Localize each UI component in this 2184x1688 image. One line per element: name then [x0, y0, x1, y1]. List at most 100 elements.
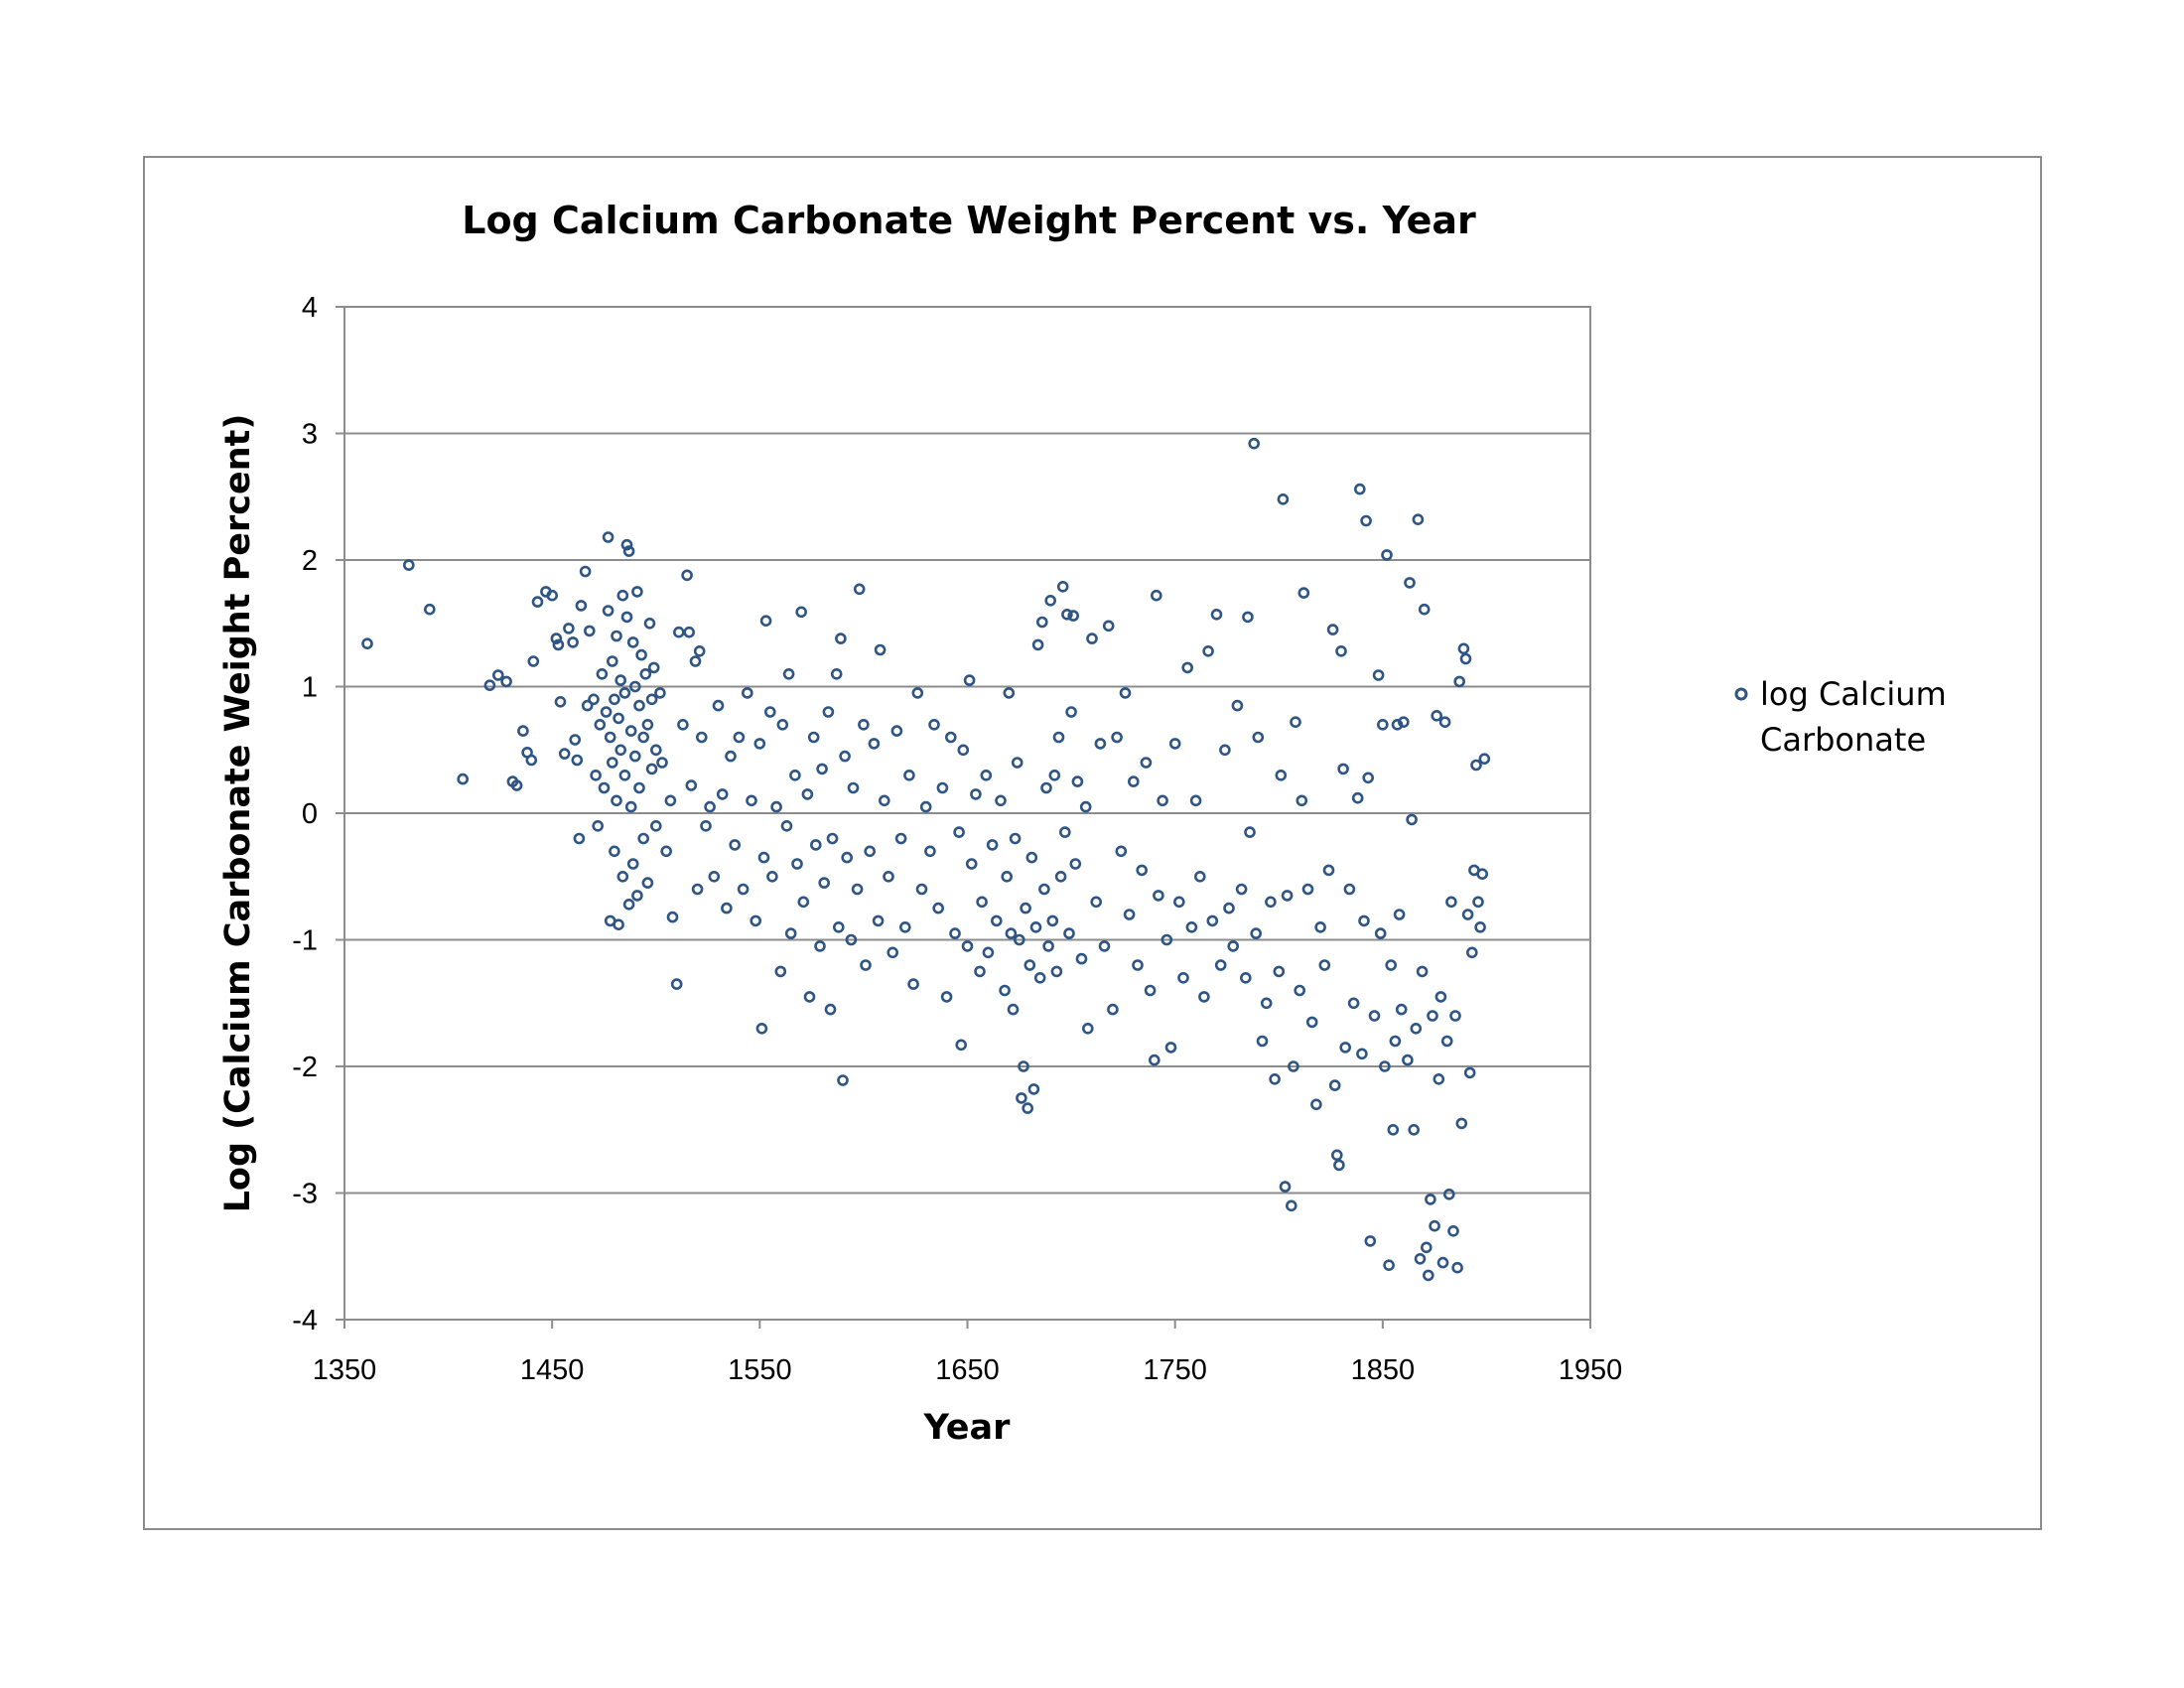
data-point: [1140, 757, 1153, 769]
data-point: [620, 538, 633, 551]
data-point: [883, 870, 894, 883]
data-point: [911, 687, 924, 699]
data-point: [770, 800, 782, 813]
data-point: [1240, 971, 1252, 984]
data-point: [656, 757, 668, 769]
data-point: [1160, 933, 1173, 946]
data-point: [1248, 437, 1260, 450]
data-point: [1472, 896, 1484, 909]
data-point: [641, 877, 654, 889]
y-tick-label: 1: [302, 672, 318, 704]
data-point: [970, 788, 982, 800]
data-point: [957, 744, 970, 757]
data-point: [1020, 902, 1031, 914]
data-point: [1429, 1219, 1440, 1232]
data-point: [1094, 738, 1107, 750]
y-tick-label: 4: [302, 292, 318, 324]
data-point: [1459, 652, 1472, 665]
data-point: [851, 883, 864, 896]
data-point: [919, 800, 932, 813]
data-point: [491, 669, 504, 681]
data-point: [613, 712, 624, 725]
data-point: [569, 734, 582, 746]
data-point: [1281, 890, 1294, 902]
data-point: [616, 589, 629, 602]
data-point: [614, 744, 627, 757]
y-tick-label: 3: [302, 419, 318, 451]
data-point: [795, 606, 808, 619]
data-point: [1476, 868, 1488, 881]
data-point: [664, 794, 677, 807]
y-tick-label: -1: [292, 925, 318, 957]
data-point: [1362, 772, 1374, 784]
data-point: [622, 545, 635, 557]
data-point: [626, 636, 639, 648]
data-point: [510, 779, 523, 791]
data-point: [1022, 1102, 1034, 1114]
data-point: [887, 946, 899, 959]
data-point: [1168, 738, 1181, 750]
data-point: [1391, 718, 1404, 731]
data-point: [729, 839, 742, 851]
data-point: [554, 695, 567, 708]
data-point: [1383, 1259, 1395, 1271]
data-point: [613, 918, 624, 931]
data-point: [525, 754, 538, 767]
data-point: [620, 611, 633, 624]
data-point: [633, 781, 645, 794]
data-point: [677, 718, 689, 731]
data-point: [759, 615, 772, 628]
data-point: [571, 754, 584, 767]
data-point: [600, 706, 613, 718]
data-point: [878, 794, 890, 807]
data-point: [1054, 870, 1067, 883]
data-point: [737, 883, 750, 896]
data-point: [1389, 1035, 1402, 1048]
data-point: [579, 565, 592, 578]
data-point: [1123, 909, 1136, 920]
data-point: [1029, 920, 1042, 933]
data-point: [1412, 513, 1425, 526]
data-point: [721, 902, 733, 914]
y-tick-label: 2: [302, 545, 318, 577]
data-point: [631, 890, 643, 902]
data-point: [1358, 914, 1370, 927]
data-point: [1027, 1083, 1040, 1095]
data-point: [858, 718, 870, 731]
data-point: [611, 630, 622, 642]
data-point: [704, 800, 716, 813]
data-point: [500, 675, 512, 688]
data-point: [1328, 1079, 1341, 1091]
data-point: [1288, 1060, 1299, 1072]
data-point: [1438, 716, 1451, 729]
data-point: [774, 965, 787, 978]
data-point: [845, 933, 858, 946]
data-point: [1244, 826, 1256, 838]
data-point: [693, 644, 706, 657]
data-point: [928, 718, 940, 731]
data-point: [1331, 1149, 1343, 1162]
data-point: [1436, 1256, 1449, 1269]
data-point: [872, 914, 885, 927]
data-point: [1385, 959, 1397, 971]
y-axis-title: Log (Calcium Carbonate Weight Percent): [218, 414, 258, 1213]
data-point: [1333, 1159, 1345, 1172]
data-point: [1061, 608, 1073, 621]
data-point: [1360, 514, 1372, 527]
data-point: [853, 583, 866, 596]
tick-labels: 4 3 2 1 0 -1 -2 -3 -4 1350 1450 1550 1650 1750 1850 195…: [292, 292, 1622, 1386]
data-point: [932, 902, 945, 914]
data-point: [558, 748, 571, 760]
data-point: [633, 699, 645, 712]
data-point: [1164, 1042, 1177, 1054]
data-point: [1040, 781, 1052, 794]
data-point: [903, 769, 915, 781]
data-point: [1296, 794, 1308, 807]
x-tick-label: 1650: [935, 1354, 1000, 1386]
data-point: [807, 731, 820, 744]
data-point: [1416, 965, 1429, 978]
data-point: [818, 877, 831, 889]
x-tick-label: 1950: [1559, 1354, 1623, 1386]
data-point: [1418, 603, 1431, 616]
data-point: [645, 763, 658, 775]
